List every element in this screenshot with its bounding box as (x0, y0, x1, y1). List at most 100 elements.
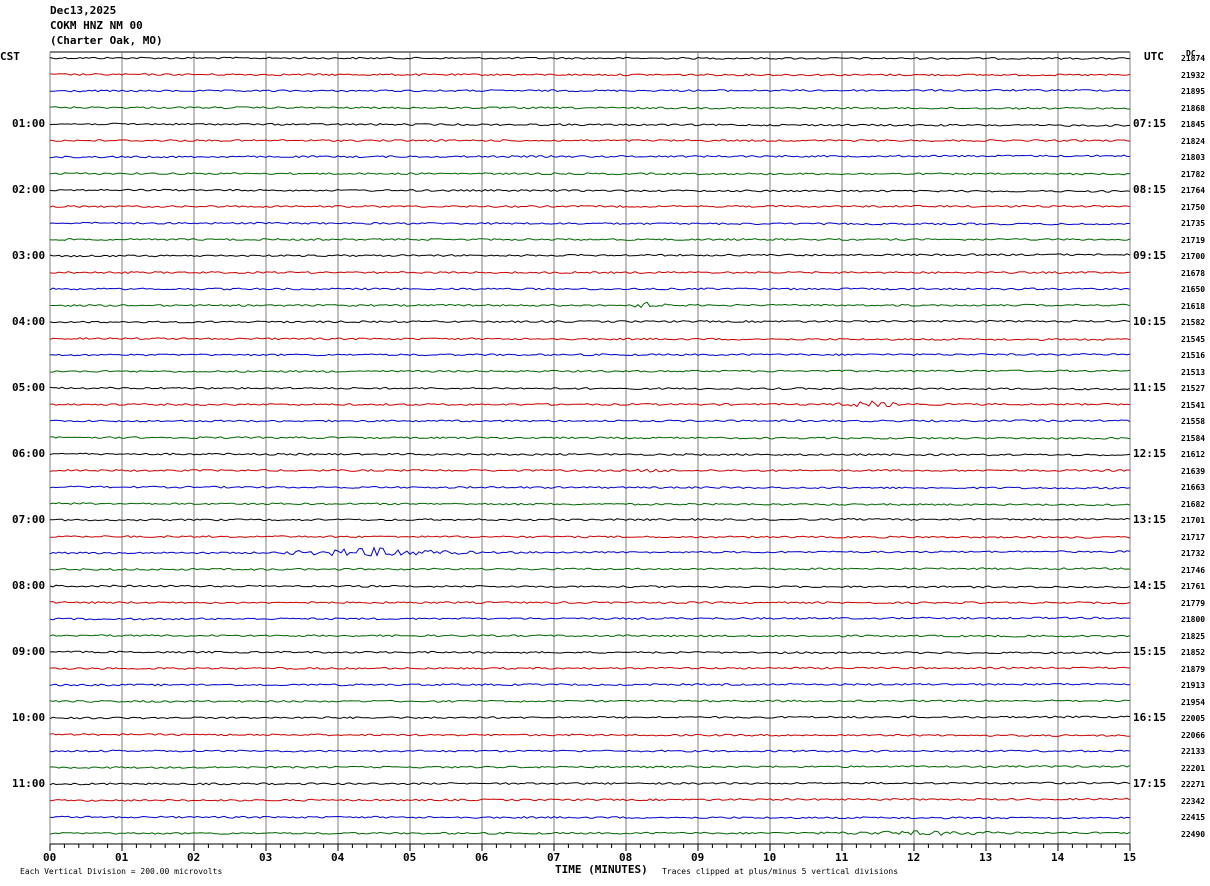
utc-hour-label: 07:15 (1133, 117, 1167, 130)
utc-hour-label: 16:15 (1133, 711, 1167, 724)
dc-value-label: 21678 (1181, 268, 1206, 278)
x-tick-label: 13 (979, 851, 993, 864)
dc-value-label: 21663 (1181, 483, 1206, 492)
dc-value-label: 21516 (1181, 351, 1206, 360)
trace-row (49, 337, 1131, 341)
left-timezone-label: CST (0, 50, 20, 63)
trace-row (49, 188, 1131, 193)
trace-row (49, 666, 1130, 670)
trace-row (49, 517, 1131, 522)
dc-value-label: 21584 (1181, 433, 1206, 443)
trace-row (49, 601, 1131, 605)
x-tick-label: 08 (619, 851, 633, 864)
cst-hour-label: 03:00 (12, 249, 46, 262)
dc-value-label: 21761 (1181, 582, 1206, 591)
dc-value-label: 22201 (1181, 763, 1206, 773)
trace-row (49, 386, 1131, 391)
utc-hour-label: 11:15 (1133, 381, 1167, 394)
dc-value-label: 21650 (1181, 285, 1206, 294)
dc-value-label: 21618 (1181, 301, 1206, 311)
dc-value-label: 21874 (1181, 54, 1206, 63)
trace-row (49, 369, 1131, 373)
dc-value-label: 21825 (1181, 631, 1206, 641)
trace-row (49, 419, 1131, 423)
dc-value-label: 21750 (1181, 202, 1206, 212)
trace-row (49, 287, 1131, 291)
dc-value-label: 21932 (1181, 70, 1206, 80)
dc-value-label: 21682 (1181, 499, 1206, 509)
cst-hour-label: 08:00 (12, 579, 46, 592)
right-timezone-label: UTC (1144, 50, 1164, 63)
dc-value-label: 21746 (1181, 565, 1206, 575)
trace-row (49, 502, 1131, 507)
dc-value-label: 21717 (1181, 532, 1206, 542)
trace-row (49, 319, 1131, 324)
x-tick-label: 01 (115, 851, 129, 864)
dc-value-label: 21913 (1181, 681, 1206, 690)
utc-hour-label: 10:15 (1133, 315, 1167, 328)
trace-row (50, 749, 1131, 753)
dc-value-label: 21527 (1181, 384, 1206, 393)
trace-row (49, 271, 1131, 274)
dc-value-label: 21700 (1181, 252, 1206, 261)
cst-hour-label: 02:00 (12, 183, 46, 196)
trace-row (49, 797, 1131, 802)
trace-row (49, 172, 1131, 176)
utc-hour-label: 09:15 (1133, 249, 1167, 262)
dc-value-label: 21545 (1181, 334, 1206, 344)
dc-value-label: 21803 (1181, 153, 1206, 162)
dc-value-label: 21612 (1181, 450, 1206, 459)
station-label: COKM HNZ NM 00 (50, 19, 143, 32)
trace-row (49, 715, 1131, 720)
trace-row (49, 56, 1130, 60)
trace-row (49, 106, 1131, 110)
x-tick-label: 00 (43, 851, 57, 864)
trace-row (49, 468, 1131, 473)
cst-hour-label: 07:00 (12, 513, 46, 526)
date-label: Dec13,2025 (50, 4, 117, 17)
cst-hour-label: 10:00 (12, 711, 46, 724)
trace-row (49, 682, 1130, 687)
dc-value-label: 21852 (1181, 648, 1206, 657)
cst-hour-label: 01:00 (12, 117, 46, 130)
dc-value-label: 22342 (1181, 796, 1206, 806)
trace-row (49, 616, 1130, 621)
dc-value-label: 21719 (1181, 235, 1206, 245)
dc-value-label: 21782 (1181, 169, 1206, 179)
x-tick-label: 07 (547, 851, 561, 864)
dc-value-label: 21895 (1181, 87, 1206, 96)
trace-row (49, 353, 1131, 357)
cst-hour-label: 04:00 (12, 315, 46, 328)
trace-row (49, 567, 1131, 571)
trace-row (49, 154, 1131, 159)
cst-hour-label: 11:00 (12, 777, 46, 790)
x-axis-title: TIME (MINUTES) (555, 863, 648, 876)
trace-row (49, 815, 1131, 820)
trace-row (49, 584, 1131, 589)
cst-hour-label: 09:00 (12, 645, 46, 658)
x-tick-label: 15 (1123, 851, 1137, 864)
trace-row (49, 634, 1131, 638)
x-tick-label: 14 (1051, 851, 1065, 864)
dc-value-label: 22490 (1181, 829, 1206, 839)
x-tick-label: 04 (331, 851, 345, 864)
dc-value-label: 21541 (1181, 400, 1206, 410)
dc-value-label: 22415 (1181, 813, 1206, 822)
dc-header-label: DC (1186, 49, 1196, 58)
trace-row (49, 781, 1131, 786)
dc-value-label: 21845 (1181, 120, 1206, 129)
dc-value-label: 21954 (1181, 697, 1206, 707)
trace-row (49, 400, 1131, 408)
clip-note: Traces clipped at plus/minus 5 vertical … (662, 867, 899, 876)
dc-value-label: 21639 (1181, 466, 1206, 476)
x-tick-label: 05 (403, 851, 417, 864)
x-tick-label: 11 (835, 851, 849, 864)
trace-row (49, 733, 1131, 737)
utc-hour-label: 17:15 (1133, 777, 1167, 790)
trace-row (49, 452, 1131, 457)
utc-hour-label: 08:15 (1133, 183, 1167, 196)
dc-value-label: 22066 (1181, 730, 1206, 740)
trace-row (49, 253, 1131, 258)
trace-row (49, 650, 1131, 655)
